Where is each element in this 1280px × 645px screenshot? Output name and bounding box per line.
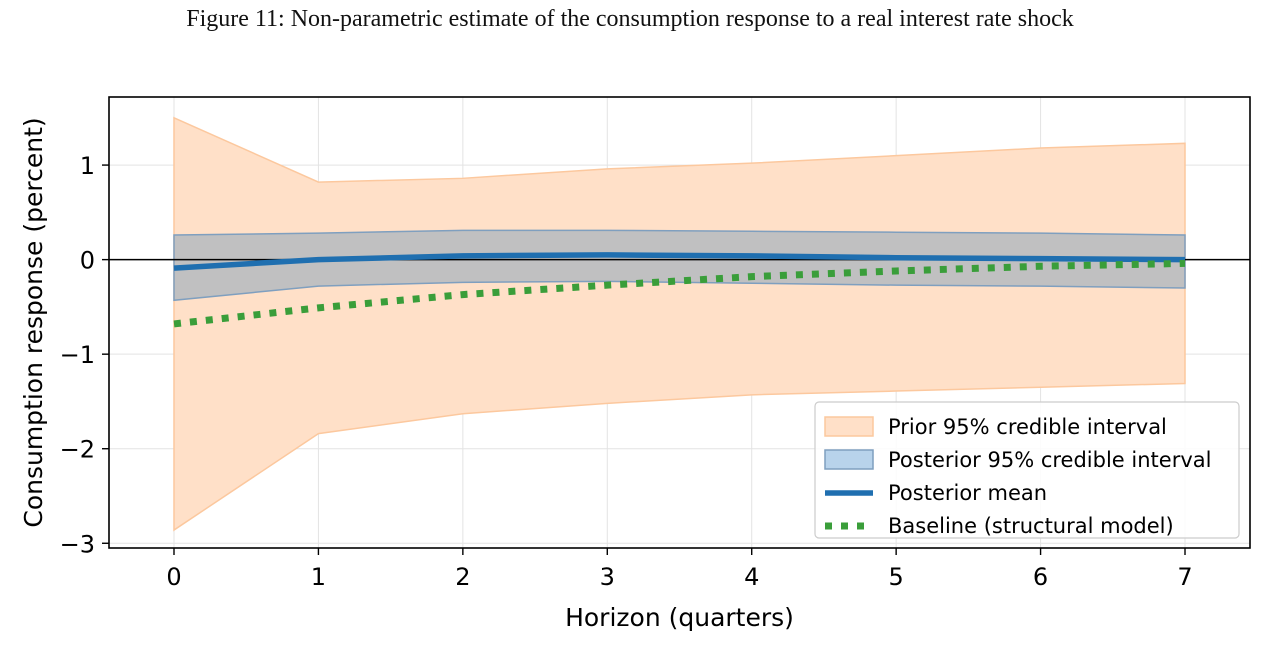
y-tick-label: −1 [60,341,95,369]
y-tick-label: −3 [60,530,95,558]
x-tick-label: 0 [166,563,181,591]
x-tick-label: 2 [455,563,470,591]
x-tick-label: 1 [311,563,326,591]
legend-swatch [824,449,874,470]
figure-caption: Figure 11: Non-parametric estimate of th… [186,6,1074,32]
x-tick-label: 4 [744,563,759,591]
legend-box [814,401,1240,539]
plot-frame [108,96,1251,549]
legend-label: Prior 95% credible interval [888,415,1167,439]
x-axis-label: Horizon (quarters) [565,603,794,632]
legend-label: Posterior mean [888,481,1047,505]
x-tick-label: 7 [1177,563,1192,591]
y-axis-label: Consumption response (percent) [19,117,48,527]
x-tick-label: 6 [1033,563,1048,591]
ticks: 0 1 2 3 4 5 6 7 −3 −2 −1 0 1 [60,152,1193,591]
legend-label: Baseline (structural model) [888,514,1174,538]
y-tick-label: −2 [60,436,95,464]
posterior-interval-band [173,229,1186,302]
y-tick-label: 1 [80,152,95,180]
legend-swatch [824,416,874,437]
legend-label: Posterior 95% credible interval [888,448,1211,472]
legend: Prior 95% credible interval Posterior 95%… [814,401,1240,539]
bands [173,116,1186,532]
y-tick-label: 0 [80,247,95,275]
x-tick-label: 5 [889,563,904,591]
prior-interval-band [173,116,1186,532]
x-tick-label: 3 [600,563,615,591]
lines [173,252,1186,328]
posterior-mean-line [173,252,1186,271]
